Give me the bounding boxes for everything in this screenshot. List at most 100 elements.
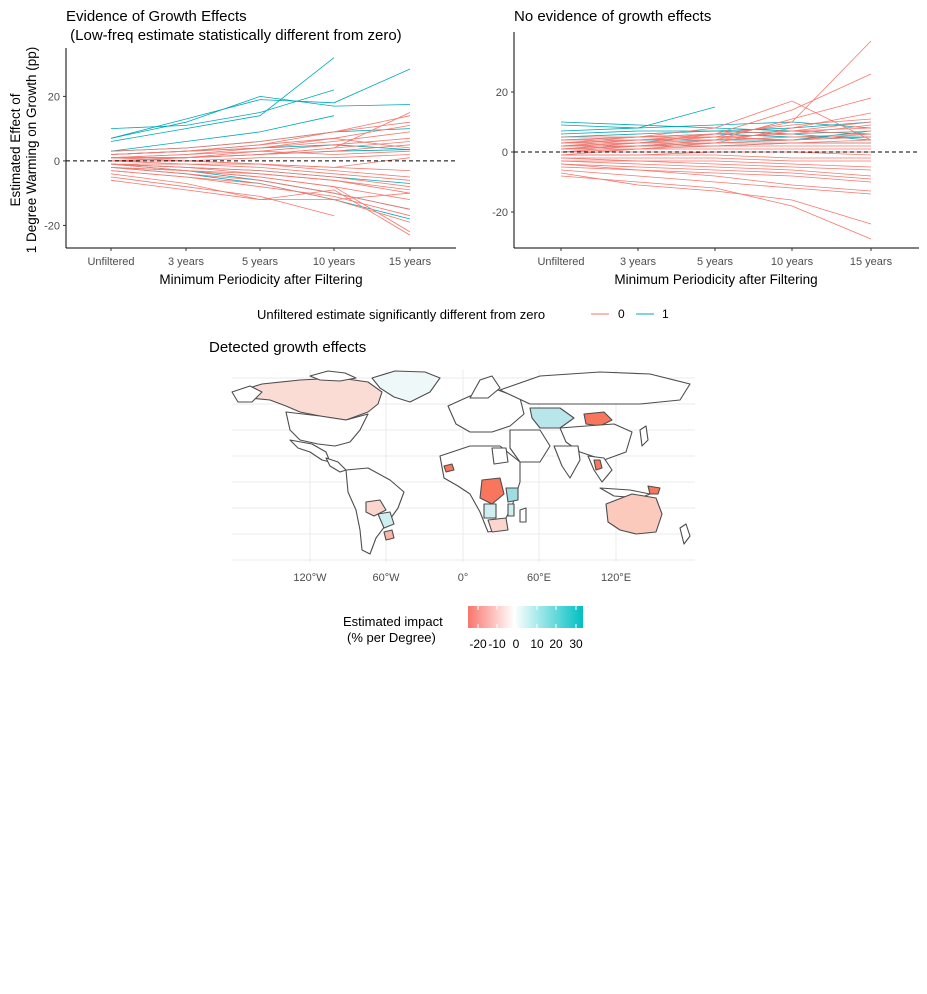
p2-ytick-label-0: -20 — [492, 207, 508, 219]
p2-series-0-line-21 — [560, 175, 872, 240]
map-paraguay — [377, 511, 395, 529]
lon-tick-0: 120°W — [293, 572, 327, 584]
p2-series-0-line-23 — [560, 100, 872, 144]
panel-no-growth-effects: No evidence of growth effects -20 0 20 Unf… — [492, 8, 919, 287]
legend-label-0: 0 — [618, 307, 625, 321]
p1-series-0-line-12 — [111, 163, 411, 181]
p1-series-0-line-22 — [110, 163, 411, 233]
p1-series-0-line-21 — [110, 179, 411, 236]
map-china — [559, 423, 633, 461]
panel1-title: Evidence of Growth Effects — [66, 8, 247, 25]
panel1-series-lines — [110, 57, 411, 236]
panel2-xlabel: Minimum Periodicity after Filtering — [614, 272, 817, 287]
p1-series-0-line-2 — [110, 125, 411, 155]
p1-xtick-label-3: 10 years — [313, 256, 356, 268]
p2-series-0-line-20 — [560, 172, 872, 225]
p2-series-0-line-29 — [560, 121, 872, 150]
p2-series-0-line-17 — [560, 163, 872, 180]
p2-ytick-label-2: 20 — [496, 87, 508, 99]
p2-series-0-line-16 — [560, 160, 872, 177]
map-png — [647, 485, 661, 495]
map-central-america — [325, 457, 347, 473]
p2-series-0-line-9 — [560, 148, 871, 153]
p2-series-0-line-15 — [561, 160, 872, 171]
p1-series-0-line-25 — [110, 167, 411, 191]
p1-xtick-label-2: 5 years — [242, 256, 279, 268]
p2-series-0-line-14 — [560, 157, 872, 168]
p2-xtick-label-3: 10 years — [771, 256, 814, 268]
p1-series-1-line-0 — [110, 95, 411, 139]
map-scandinavia — [469, 375, 501, 399]
panel1-subtitle: (Low-freq estimate statistically differe… — [66, 27, 402, 44]
colorbar-tick-2: 0 — [513, 637, 520, 651]
colorbar-gradient — [468, 606, 583, 628]
p1-series-0-line-18 — [110, 170, 411, 223]
map-middle-east — [509, 429, 551, 463]
panel1-y-ticks: -20 0 20 — [44, 91, 66, 232]
map-madagascar — [519, 507, 527, 523]
map-lon-ticks: 120°W 60°W 0° 60°E 120°E — [293, 572, 631, 584]
map-mexico — [289, 439, 331, 463]
legend-label-1: 1 — [662, 307, 669, 321]
p2-xtick-label-2: 5 years — [697, 256, 734, 268]
map-uruguay — [383, 529, 395, 541]
colorbar-tick-1: -10 — [488, 637, 506, 651]
map-tanzania — [505, 487, 519, 503]
colorbar-title-line1: Estimated impact — [343, 614, 443, 629]
panel2-series-lines — [560, 40, 872, 240]
map-alaska — [231, 385, 263, 403]
map-countries — [231, 370, 691, 555]
panel1-xlabel: Minimum Periodicity after Filtering — [159, 272, 362, 287]
p1-ytick-label-2: 20 — [48, 91, 60, 103]
p1-xtick-label-4: 15 years — [389, 256, 432, 268]
p2-series-0-line-12 — [561, 154, 871, 159]
p1-xtick-label-0: Unfiltered — [87, 256, 134, 268]
lon-tick-2: 0° — [458, 572, 469, 584]
panel1-x-ticks: Unfiltered 3 years 5 years 10 years 15 years — [87, 248, 432, 268]
panel1-ylabel-line2: 1 Degree Warming on Growth (pp) — [24, 47, 39, 254]
map-japan — [639, 425, 649, 447]
p2-series-0-line-19 — [560, 169, 872, 195]
map-dr-congo — [479, 477, 505, 505]
p2-series-0-line-8 — [561, 145, 871, 150]
p2-series-1-line-2 — [560, 106, 716, 132]
panel1-ylabel-line1: Estimated Effect of — [8, 93, 23, 206]
colorbar-tick-4: 20 — [549, 637, 563, 651]
p1-series-0-line-20 — [110, 176, 335, 217]
p1-xtick-label-1: 3 years — [168, 256, 205, 268]
map-sudan — [491, 447, 509, 465]
map-canada — [235, 377, 383, 421]
colorbar-tick-marks — [477, 606, 577, 628]
lon-tick-1: 60°W — [372, 572, 400, 584]
p1-series-1-line-4 — [110, 115, 335, 152]
map-russia — [499, 371, 691, 405]
map-new-zealand — [679, 523, 691, 545]
map-greenland — [371, 370, 441, 403]
colorbar-tick-0: -20 — [469, 637, 487, 651]
p2-series-0-line-22 — [560, 163, 872, 192]
map-usa — [285, 411, 369, 447]
p2-series-0-line-28 — [560, 118, 872, 147]
impact-colorbar-legend: Estimated impact (% per Degree) -20 -10 … — [343, 606, 583, 651]
series-legend: Unfiltered estimate significantly differ… — [257, 307, 669, 322]
p1-series-0-line-9 — [111, 150, 411, 159]
map-malawi — [507, 503, 515, 517]
p2-xtick-label-4: 15 years — [850, 256, 893, 268]
p1-ytick-label-1: 0 — [54, 156, 60, 168]
p2-series-1-line-1 — [560, 121, 872, 129]
p1-series-1-line-3 — [110, 68, 411, 139]
map-angola — [483, 503, 497, 519]
p2-ytick-label-1: 0 — [502, 147, 508, 159]
lon-tick-3: 60°E — [527, 572, 551, 584]
panel-growth-effects: Evidence of Growth Effects (Low-freq est… — [8, 8, 456, 287]
p1-series-0-line-0 — [110, 115, 411, 152]
p1-ytick-label-0: -20 — [44, 220, 60, 232]
map-kazakhstan — [529, 407, 575, 429]
map-australia — [605, 493, 663, 535]
panel2-title: No evidence of growth effects — [514, 8, 711, 25]
p1-series-0-line-24 — [110, 157, 411, 178]
p1-series-0-line-8 — [110, 112, 411, 162]
lon-tick-4: 120°E — [601, 572, 631, 584]
map-mongolia — [583, 411, 613, 427]
map-bolivia — [365, 499, 387, 517]
